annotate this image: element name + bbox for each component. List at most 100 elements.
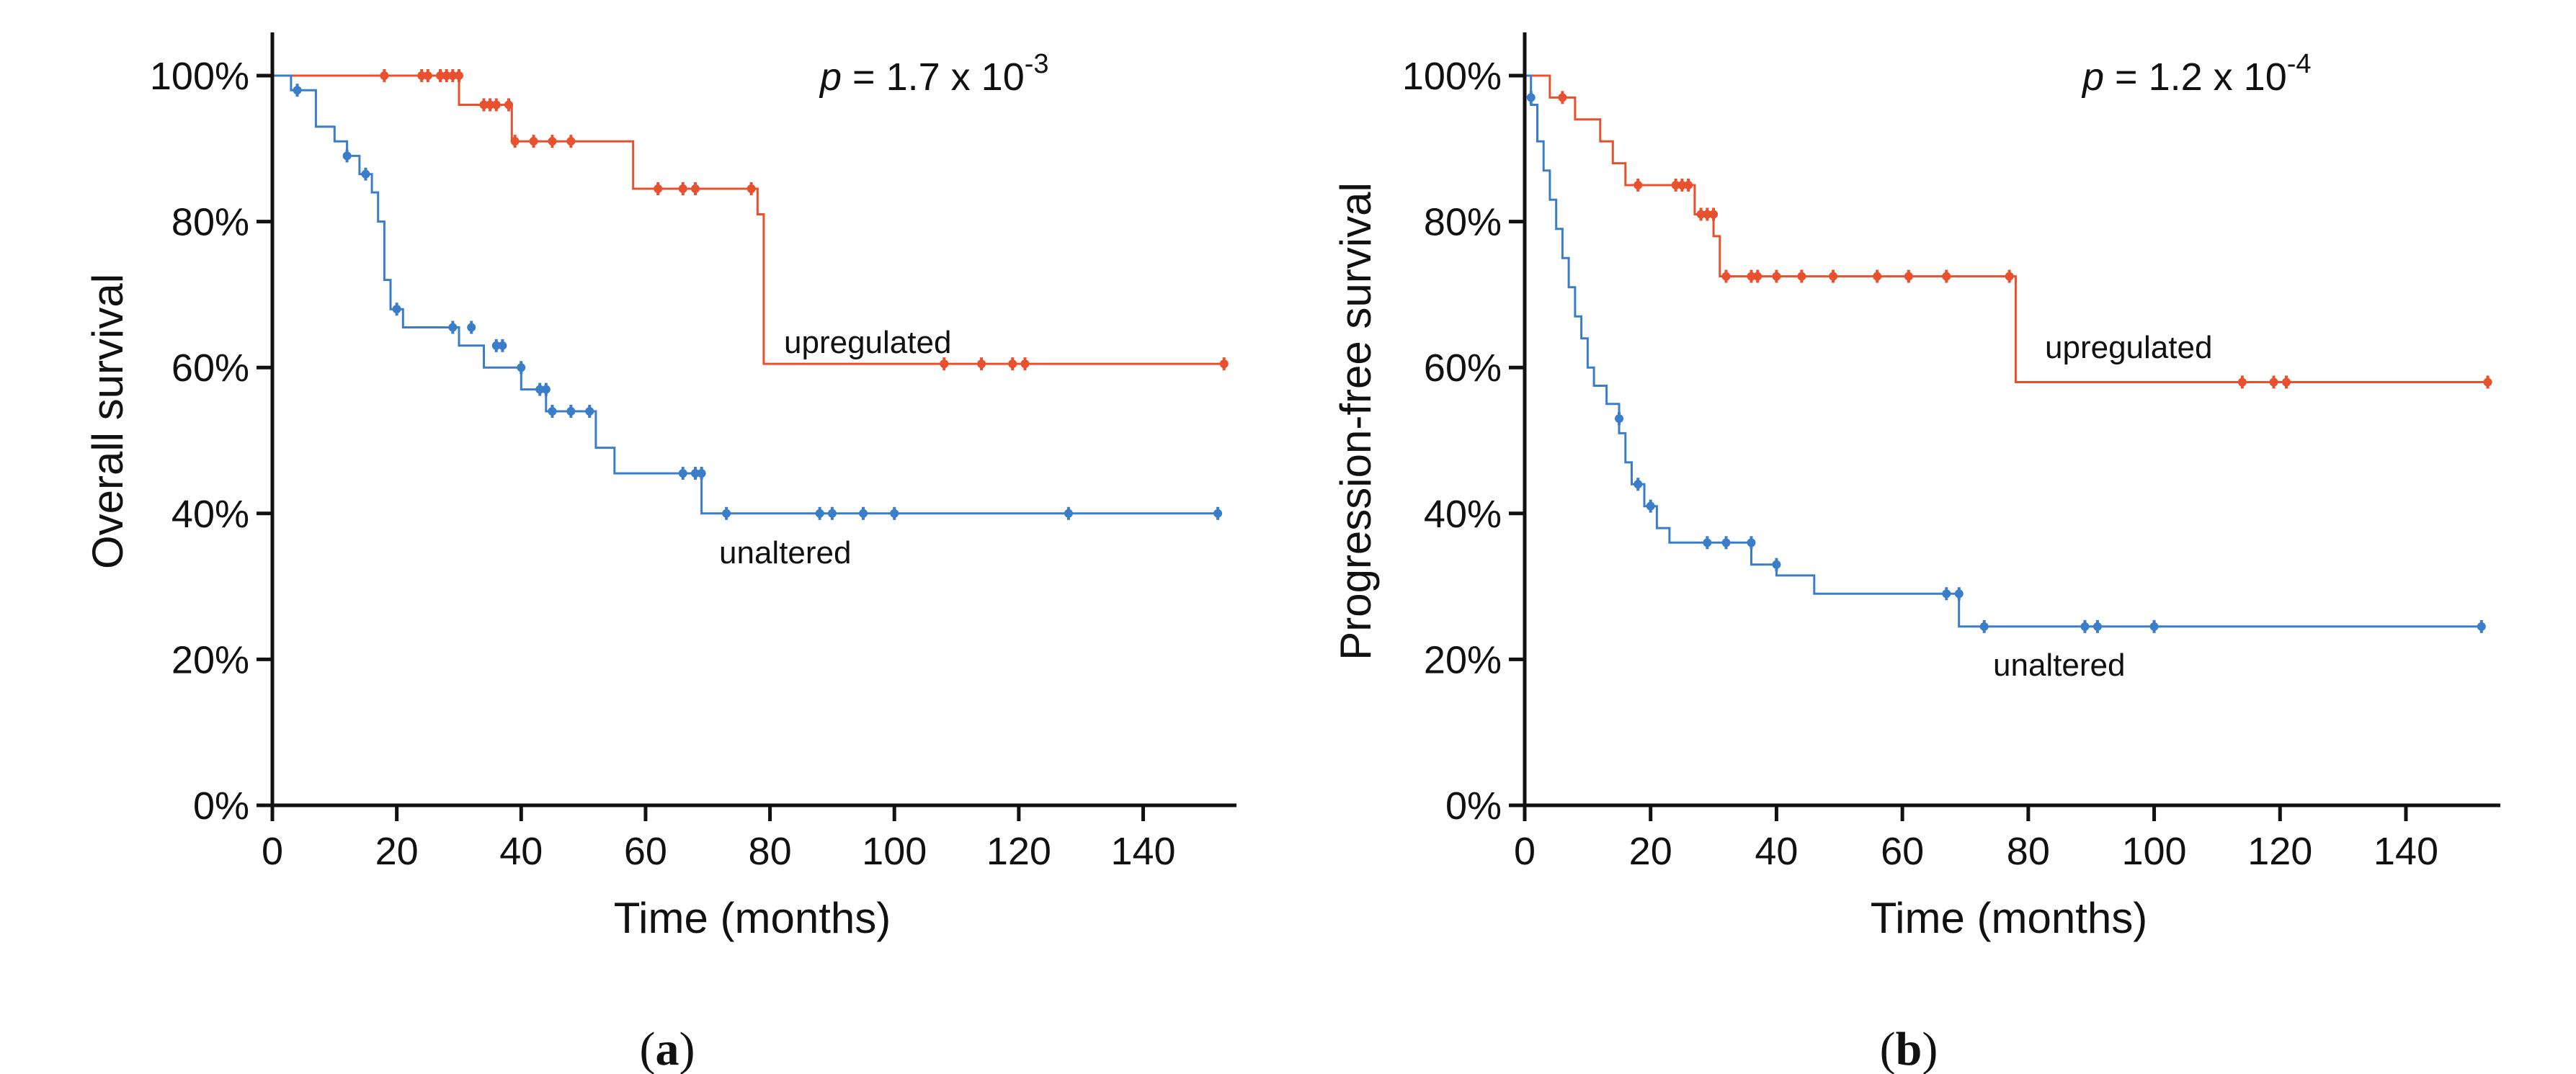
panel-b-y-tick-label: 80% <box>1424 201 1502 244</box>
panel-a-unaltered-censor-mark <box>1213 506 1223 520</box>
panel-a-unaltered-censor-mark <box>293 84 302 97</box>
panel-a-upregulated-censor-mark <box>1008 357 1017 371</box>
panel-a-upregulated-censor-mark <box>678 182 687 196</box>
panel-a-y-axis-title: Overall survival <box>84 274 132 569</box>
panel-b-upregulated-censor-mark <box>1677 178 1687 192</box>
panel-b-unaltered-censor-mark <box>2149 619 2159 633</box>
panel-b-unaltered-censor-mark <box>1526 91 1536 104</box>
panel-a-upregulated-censor-mark <box>454 69 463 82</box>
panel-a-y-tick-label: 80% <box>171 201 249 244</box>
panel-a-upregulated-censor-mark <box>380 69 389 82</box>
panel-a-unaltered-censor-mark <box>859 506 868 520</box>
panel-a-ticks: 0 20 40 60 80 100 120 140 0% 20% 40% 60% 80% 100% <box>150 55 1176 873</box>
panel-a-x-tick-label: 60 <box>624 830 667 873</box>
panel-b-upregulated-censor-mark <box>1696 207 1706 221</box>
panel-b-plot-marks <box>1525 74 2492 633</box>
panel-b-x-tick-label: 100 <box>2121 830 2186 873</box>
panel-a-upregulated-censor-mark <box>690 182 700 196</box>
panel-a-x-tick-label: 40 <box>499 830 543 873</box>
panel-a-unaltered-censor-mark <box>815 506 824 520</box>
panel-b-unaltered-censor-mark <box>1703 536 1712 550</box>
panel-a-upregulated-censor-mark <box>423 69 432 82</box>
panel-b-unaltered-censor-mark <box>1954 587 1964 601</box>
panel-b-ticks: 0 20 40 60 80 100 120 140 0% 20% 40% 60% 80% 100% <box>1402 55 2438 873</box>
panel-a-y-tick-label: 0% <box>193 784 249 828</box>
panel-a-upregulated-censor-mark <box>1020 357 1030 371</box>
panel-a-unaltered-censor-mark <box>361 167 370 181</box>
panel-a-unaltered-censor-mark <box>498 339 507 352</box>
panel-b-upregulated-censor-mark <box>2483 375 2492 389</box>
panel-b-unaltered-censor-mark <box>1721 536 1731 550</box>
panel-a-unaltered-censor-mark <box>690 467 700 480</box>
panel-a-upregulated-curve <box>272 74 1224 365</box>
panel-b-upregulated-censor-mark <box>1753 269 1762 283</box>
panel-a-x-axis-title: Time (months) <box>614 894 891 942</box>
panel-b-unaltered-censor-mark <box>2080 619 2090 633</box>
panel-b-y-axis-title: Progression-free survival <box>1332 182 1380 661</box>
panel-a-upregulated-censor-mark <box>510 135 520 148</box>
panel-b-y-tick-label: 20% <box>1424 638 1502 681</box>
panel-b-x-tick-label: 20 <box>1629 830 1672 873</box>
panel-b-y-tick-label: 40% <box>1424 493 1502 536</box>
panel-a-p-value: p = 1.7 x 10-3 <box>819 49 1049 99</box>
panel-a-unaltered-censor-mark <box>467 321 476 334</box>
panel-a-unaltered-censor-mark <box>890 506 899 520</box>
panel-b-upregulated-censor-mark <box>1797 269 1806 283</box>
panel-b-x-tick-label: 0 <box>1514 830 1536 873</box>
panel-a-upregulated-censor-mark <box>491 98 501 112</box>
panel-a-y-tick-label: 60% <box>171 346 249 390</box>
panel-b-upregulated-censor-mark <box>1671 178 1680 192</box>
panel-a-upregulated-censor-mark <box>442 69 451 82</box>
panel-a-upregulated-censor-mark <box>940 357 949 371</box>
panel-b-x-tick-label: 60 <box>1881 830 1924 873</box>
panel-b-unaltered-censor-mark <box>2477 619 2486 633</box>
panel-b-upregulated-curve <box>1525 74 2488 383</box>
panel-a-upregulated-censor-mark <box>1219 357 1229 371</box>
panel-a-x-tick-label: 80 <box>749 830 792 873</box>
panel-a-upregulated-censor-mark <box>746 182 756 196</box>
panel-b-p-value: p = 1.2 x 10-4 <box>2081 49 2312 99</box>
panel-a-unaltered-censor-mark <box>392 303 401 316</box>
panel-a-unaltered-censor-mark <box>678 467 687 480</box>
panel-a-unaltered-censor-mark <box>548 404 557 418</box>
panel-a-unaltered-censor-mark <box>541 382 551 396</box>
panel-a-y-tick-label: 40% <box>171 493 249 536</box>
panel-a-upregulated-censor-mark <box>566 135 576 148</box>
panel-a-x-tick-label: 140 <box>1110 830 1175 873</box>
panel-b-x-tick-label: 120 <box>2247 830 2312 873</box>
panel-b-upregulated-label: upregulated <box>2045 330 2212 365</box>
panel-b-x-tick-label: 40 <box>1755 830 1798 873</box>
panel-a-unaltered-censor-mark <box>1064 506 1073 520</box>
panel-b-unaltered-censor-mark <box>1979 619 1989 633</box>
panel-b-upregulated-censor-mark <box>2237 375 2247 389</box>
panel-b-label: (b) <box>1880 1023 1938 1074</box>
panel-b-y-tick-label: 0% <box>1445 784 1502 828</box>
panel-a-upregulated-censor-mark <box>529 135 538 148</box>
panel-b-upregulated-censor-mark <box>1634 178 1643 192</box>
panel-b-upregulated-censor-mark <box>1904 269 1913 283</box>
panel-b-unaltered-censor-mark <box>2093 619 2102 633</box>
panel-a-y-tick-label: 100% <box>150 55 249 98</box>
panel-b-upregulated-censor-mark <box>1747 269 1756 283</box>
panel-a-label: (a) <box>640 1023 695 1074</box>
panel-a-x-tick-label: 20 <box>375 830 419 873</box>
panel-a-upregulated-censor-mark <box>448 69 458 82</box>
panel-b-upregulated-censor-mark <box>1703 207 1712 221</box>
panel-a-unaltered-censor-mark <box>722 506 731 520</box>
panel-a-overall-survival: 0 20 40 60 80 100 120 140 0% 20% 40% 60% 80% 100% Ove… <box>84 32 1236 1074</box>
panel-a-unaltered-censor-mark <box>827 506 837 520</box>
panel-a-upregulated-censor-mark <box>479 98 489 112</box>
panel-b-progression-free-survival: 0 20 40 60 80 100 120 140 0% 20% 40% 60% 80% 100% Pro… <box>1332 32 2500 1074</box>
panel-a-upregulated-censor-mark <box>504 98 514 112</box>
panel-a-unaltered-censor-mark <box>535 382 545 396</box>
panel-b-upregulated-censor-mark <box>2005 269 2014 283</box>
panel-a-plot-marks <box>272 69 1229 520</box>
panel-b-x-tick-label: 80 <box>2007 830 2050 873</box>
panel-b-upregulated-censor-mark <box>1558 91 1567 104</box>
panel-b-y-tick-label: 60% <box>1424 346 1502 390</box>
panel-b-upregulated-censor-mark <box>1873 269 1882 283</box>
panel-b-upregulated-censor-mark <box>1942 269 1951 283</box>
panel-b-upregulated-censor-mark <box>1772 269 1781 283</box>
panel-b-unaltered-censor-mark <box>1646 499 1655 513</box>
